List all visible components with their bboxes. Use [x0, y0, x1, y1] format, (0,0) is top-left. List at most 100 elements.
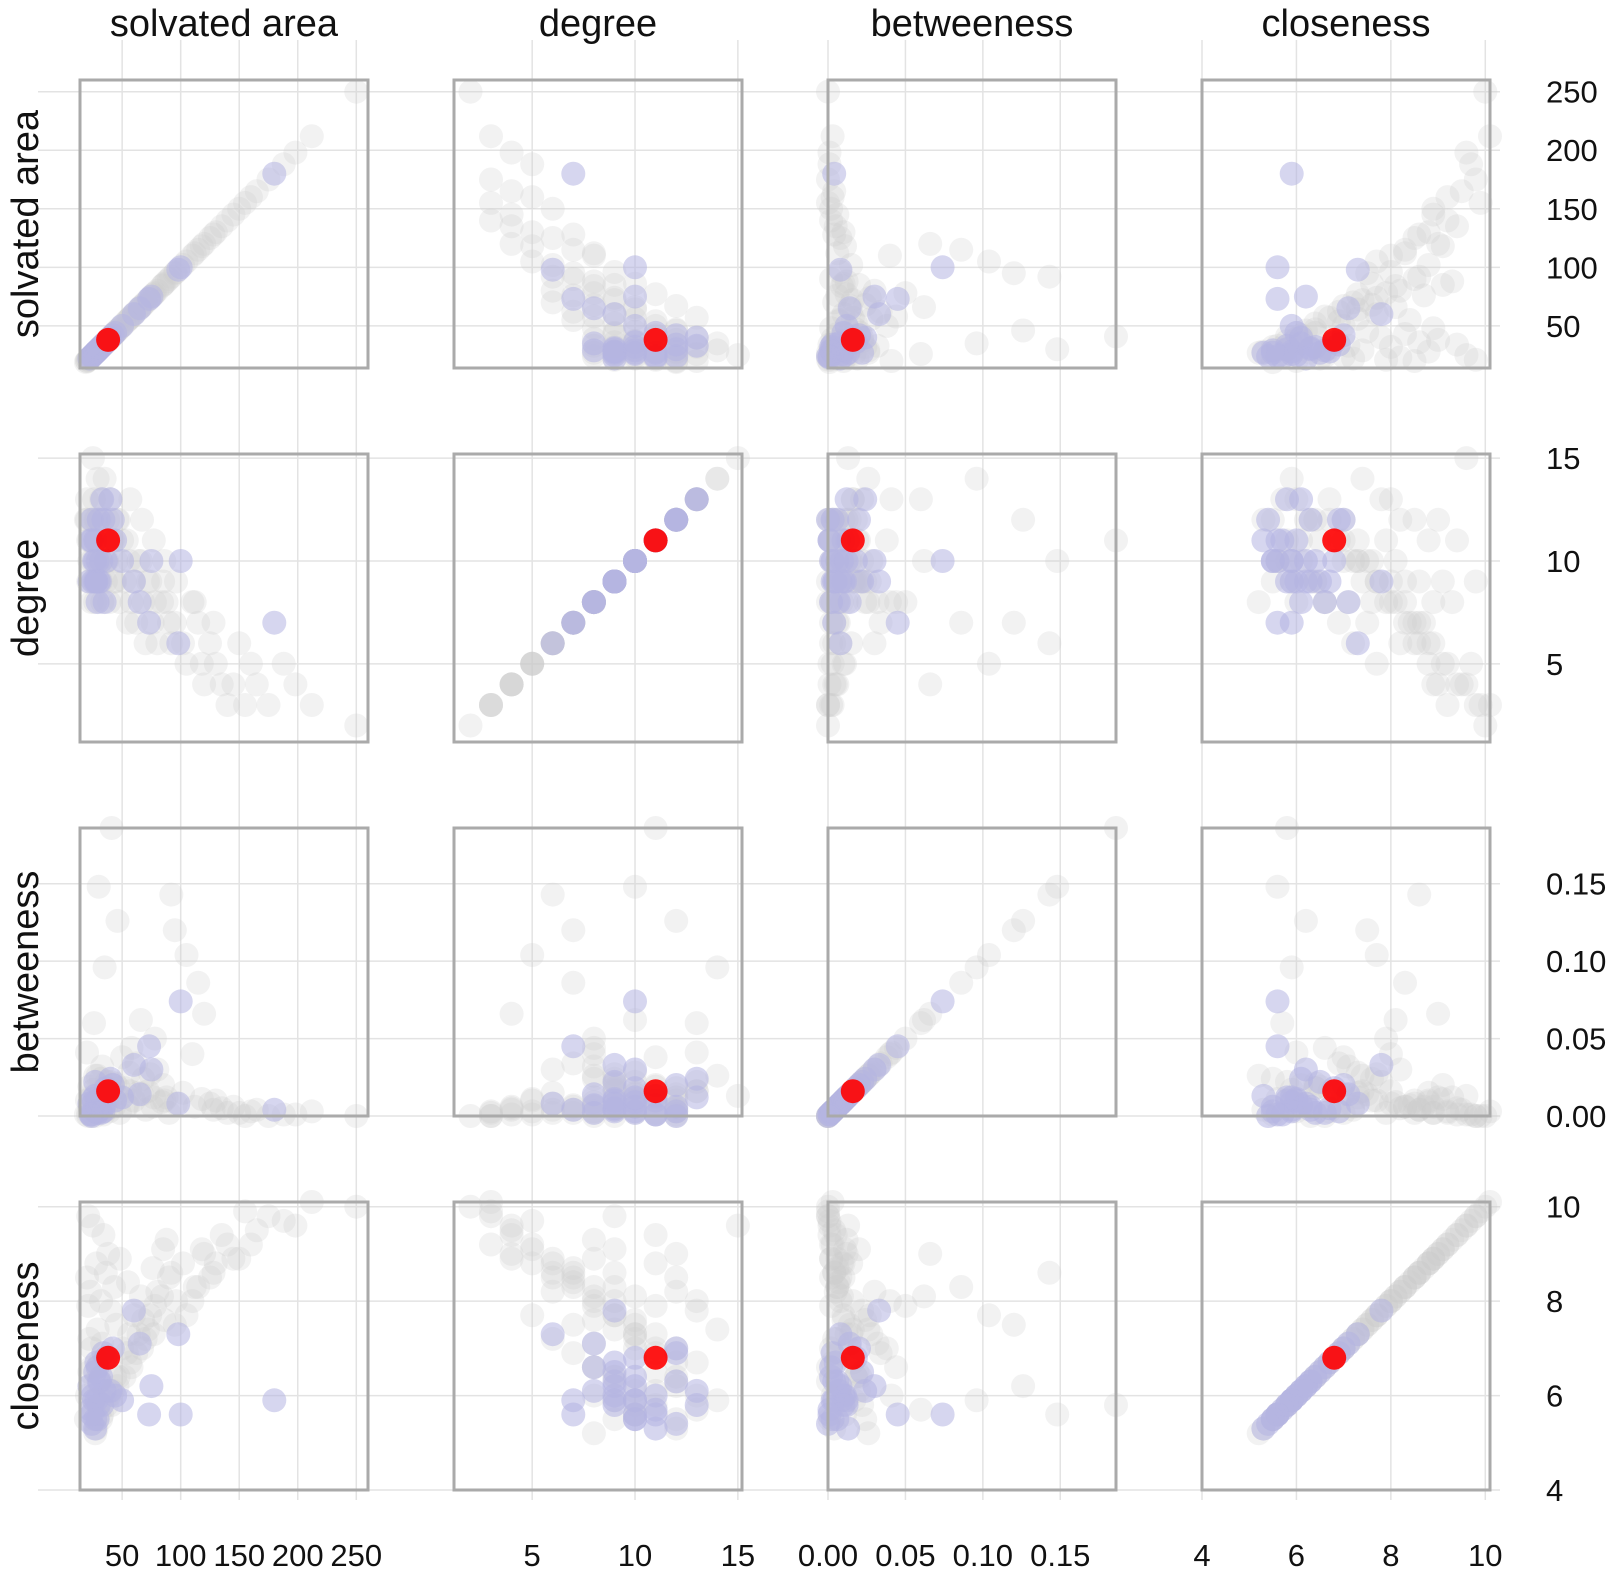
point-background	[949, 237, 974, 262]
point-background	[238, 185, 263, 210]
point-background	[1445, 1223, 1469, 1247]
point-background	[1445, 528, 1469, 553]
point-background	[186, 1275, 211, 1299]
point-background	[581, 1042, 606, 1067]
point-highlight	[137, 1034, 162, 1059]
point-background	[1416, 528, 1441, 553]
point-background	[705, 466, 730, 491]
point-background	[1430, 1073, 1455, 1097]
point-background	[1378, 1079, 1403, 1104]
point-highlight	[684, 1378, 709, 1403]
point-background	[561, 237, 586, 262]
point-highlight	[1265, 255, 1290, 280]
point-background	[180, 1289, 205, 1314]
point-background	[76, 1293, 101, 1318]
point-highlight	[1289, 1066, 1314, 1091]
point-background	[227, 196, 252, 221]
point-highlight	[110, 1388, 135, 1413]
point-background	[725, 1213, 750, 1238]
point-background	[92, 955, 117, 980]
point-background	[244, 1218, 269, 1243]
panel-deg-vs-sa	[73, 446, 369, 738]
point-background	[1341, 549, 1366, 573]
point-background	[182, 1275, 207, 1299]
point-background	[479, 1199, 503, 1224]
point-background	[1430, 569, 1455, 594]
point-background	[520, 185, 545, 210]
point-highlight	[602, 1298, 627, 1323]
point-background	[1246, 590, 1271, 615]
point-background	[862, 1279, 887, 1304]
point-background	[581, 1063, 606, 1088]
panel-sa-vs-sa	[73, 79, 369, 375]
row-header-clo: closeness	[5, 1262, 47, 1431]
point-highlight	[110, 549, 135, 573]
point-background	[918, 1241, 943, 1266]
point-background	[1374, 281, 1399, 306]
point-background	[499, 1096, 524, 1121]
point-background	[602, 260, 627, 284]
point-background	[1402, 1100, 1427, 1125]
point-background	[581, 274, 606, 298]
point-background	[118, 1350, 143, 1375]
point-background	[520, 651, 545, 676]
point-highlight	[137, 1402, 162, 1427]
point-background	[856, 1317, 881, 1342]
point-highlight	[1265, 344, 1290, 369]
point-background	[1369, 487, 1394, 512]
point-background	[1435, 185, 1460, 210]
point-highlight	[664, 507, 689, 532]
point-focus	[1322, 528, 1347, 553]
point-background	[1374, 590, 1399, 615]
point-background	[1435, 1232, 1460, 1257]
point-background	[1463, 1204, 1488, 1229]
point-background	[912, 549, 936, 573]
panel-frame	[1200, 1200, 1492, 1492]
point-background	[520, 1251, 545, 1276]
point-background	[89, 1289, 114, 1314]
point-background	[164, 569, 188, 594]
point-background	[1463, 569, 1488, 594]
point-background	[499, 1094, 524, 1119]
point-background	[499, 1001, 524, 1026]
point-background	[221, 202, 246, 227]
point-background	[819, 1246, 844, 1271]
point-highlight	[623, 338, 647, 363]
point-background	[1454, 446, 1479, 471]
point-background	[856, 466, 881, 491]
point-background	[1463, 167, 1488, 192]
point-background	[1402, 1265, 1427, 1290]
point-background	[664, 908, 689, 933]
point-highlight	[664, 332, 689, 357]
point-background	[561, 1270, 586, 1295]
point-background	[1402, 1091, 1427, 1116]
point-background	[1369, 325, 1394, 350]
panel-sa-vs-deg	[458, 79, 750, 375]
point-highlight	[581, 1378, 606, 1403]
point-highlight	[885, 610, 910, 635]
point-background	[174, 943, 199, 967]
panel-frame	[826, 1200, 1118, 1492]
point-background	[1388, 1279, 1413, 1304]
panel-bet-vs-clo	[1246, 816, 1502, 1128]
point-background	[209, 214, 234, 239]
point-background	[227, 1100, 252, 1125]
point-background	[684, 305, 709, 330]
point-background	[221, 1094, 246, 1119]
point-background	[479, 124, 503, 149]
point-background	[581, 1035, 606, 1060]
point-background	[1378, 590, 1403, 615]
point-background	[1402, 1265, 1427, 1290]
point-background	[1374, 528, 1399, 553]
point-background	[834, 1241, 859, 1266]
point-background	[1402, 267, 1427, 291]
point-highlight	[1279, 313, 1304, 338]
point-background	[82, 1011, 106, 1036]
point-background	[912, 1284, 936, 1309]
point-background	[561, 222, 586, 247]
point-highlight	[1265, 528, 1290, 553]
point-background	[664, 294, 689, 318]
point-background	[520, 651, 545, 676]
point-background	[1463, 347, 1488, 372]
point-background	[1350, 1063, 1375, 1088]
